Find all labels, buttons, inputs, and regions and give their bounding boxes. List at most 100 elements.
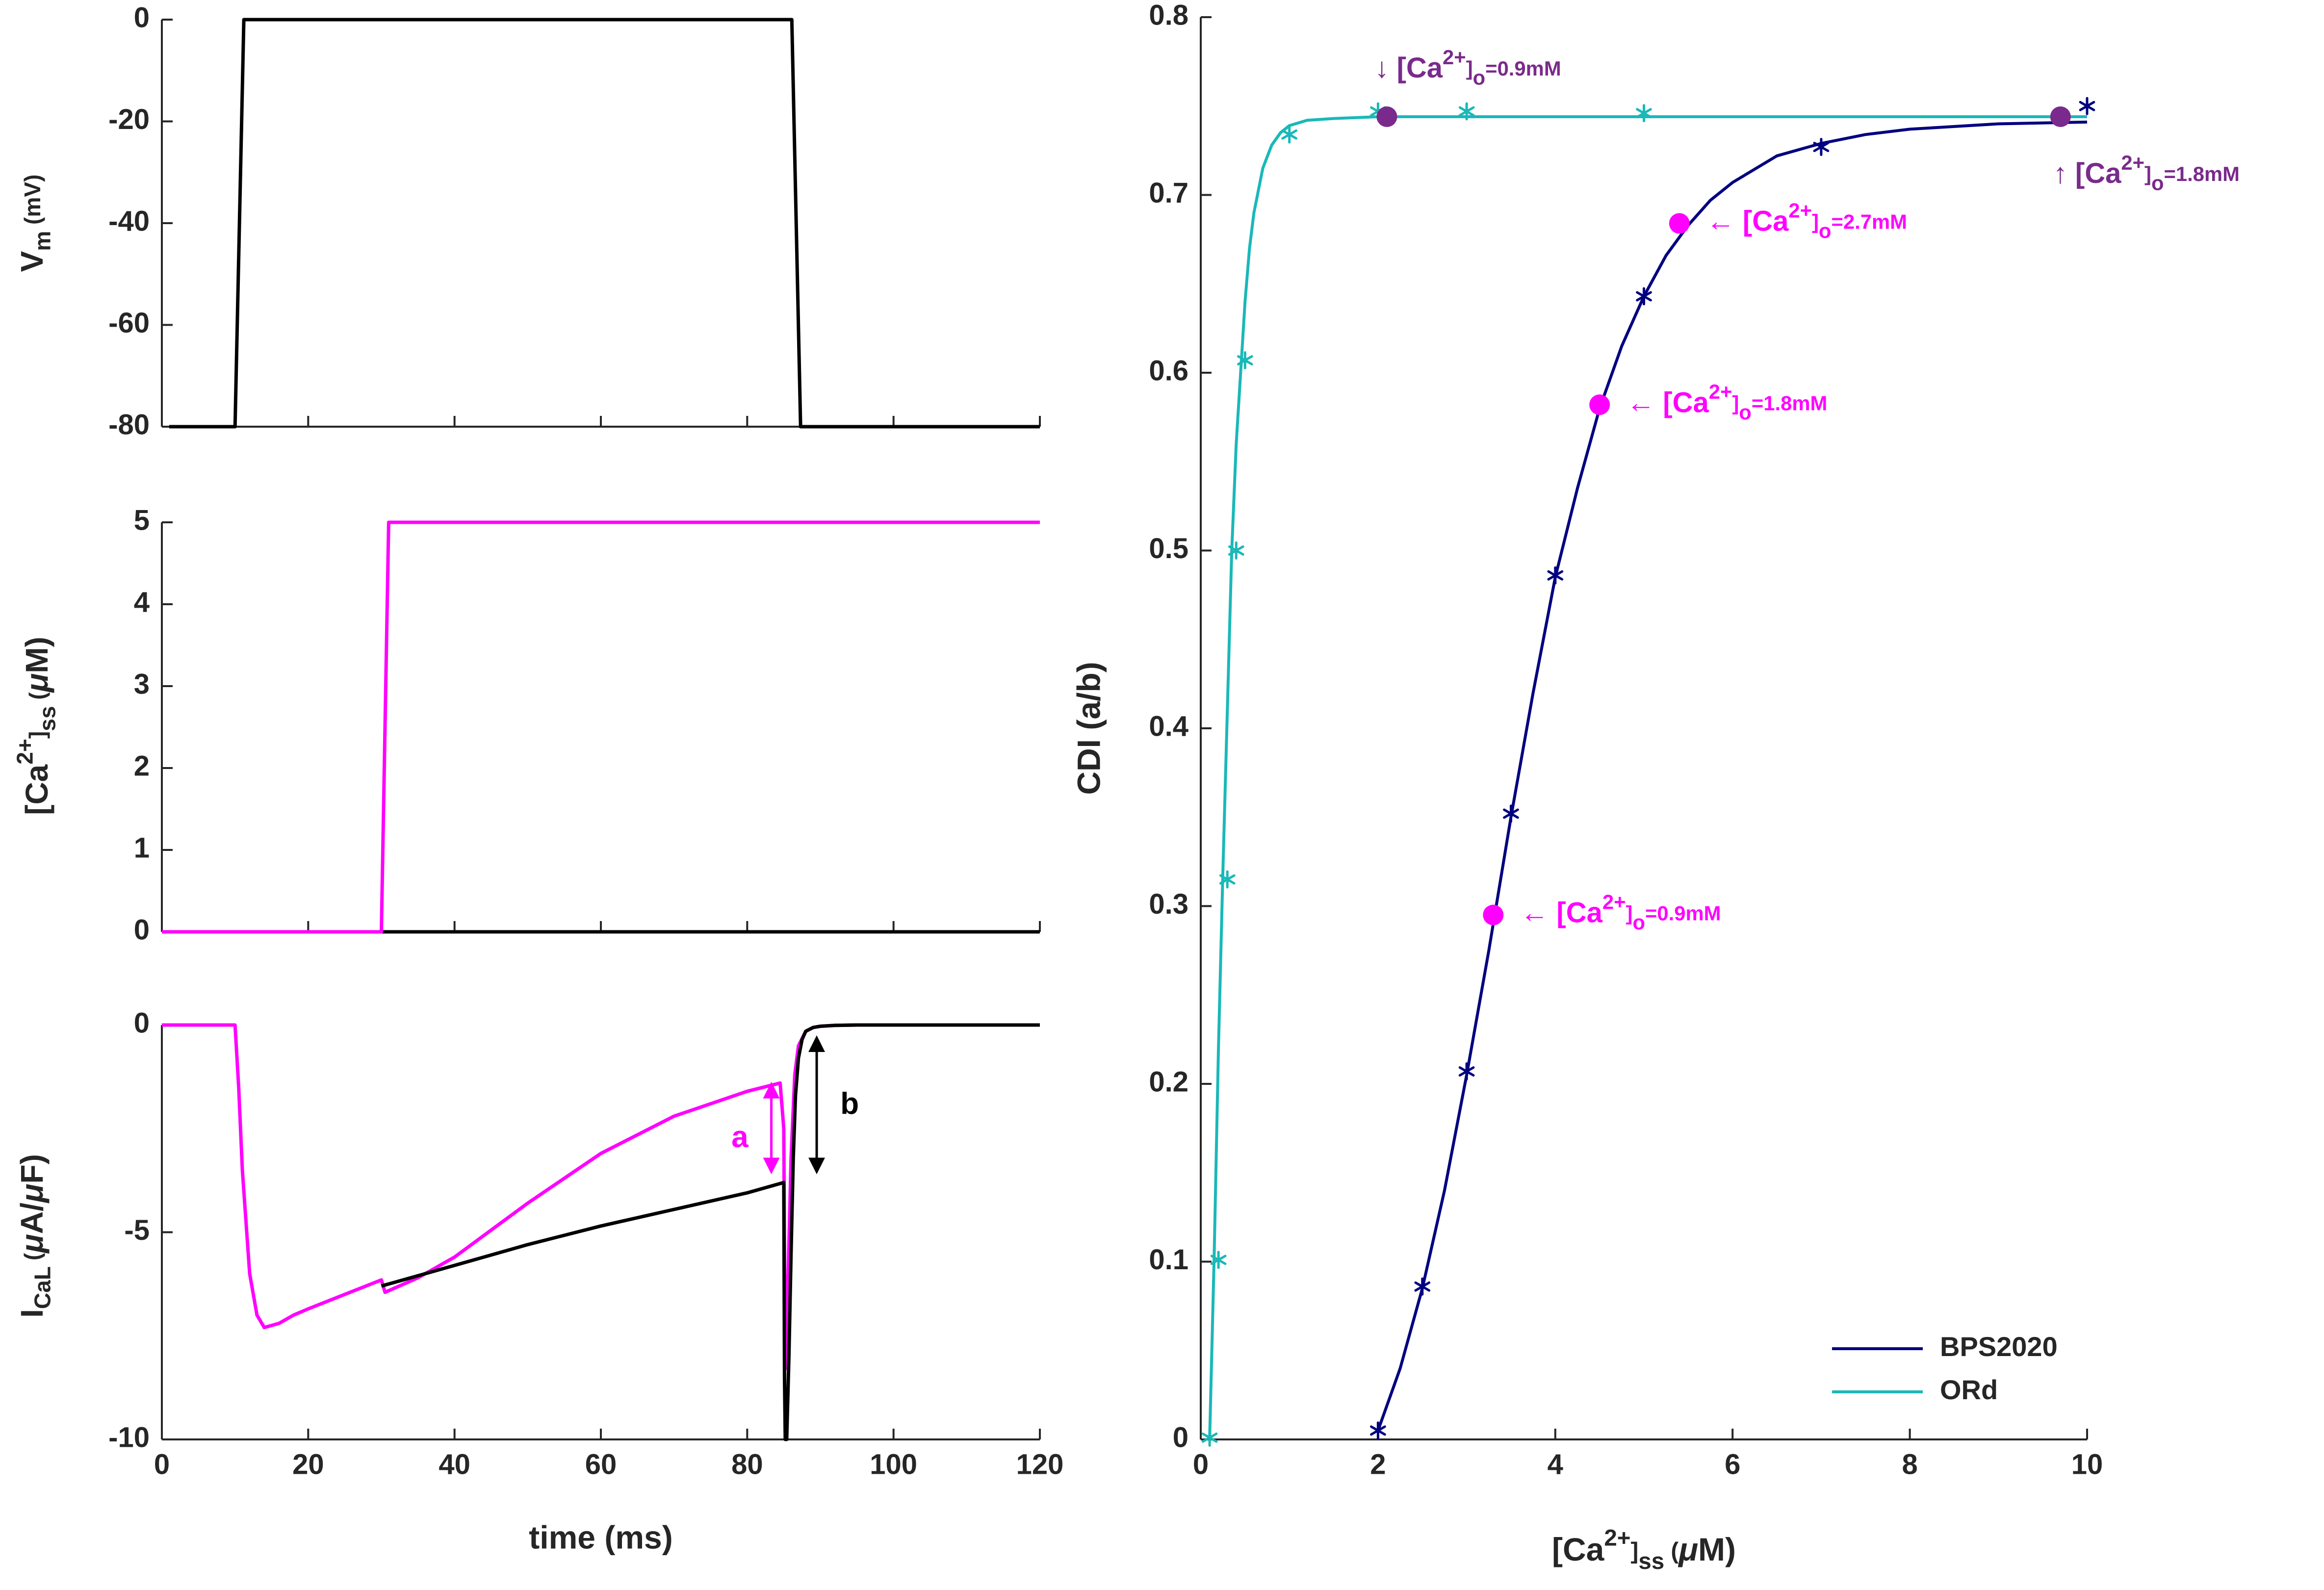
marker-bps2020 [1414, 1277, 1431, 1296]
highlight-point [1669, 213, 1690, 234]
x-tick-label: 8 [1902, 1448, 1917, 1480]
marker-bps2020 [1503, 804, 1519, 823]
y-tick-label: 0 [134, 1007, 150, 1039]
x-tick-label: 80 [731, 1448, 763, 1480]
x-tick-label: 0 [1193, 1448, 1209, 1480]
marker-bps2020 [1370, 1421, 1386, 1440]
ical-trace-black [381, 1023, 1040, 1441]
y-axis-label: ICaL (μA/μF) [14, 1154, 55, 1318]
y-tick-label: 0 [1173, 1421, 1188, 1453]
marker-stroke [1636, 108, 1652, 119]
marker-stroke [1210, 1255, 1227, 1265]
legend-label-bps2020: BPS2020 [1940, 1331, 2058, 1362]
y-tick-label: -80 [108, 409, 150, 440]
highlight-point [1589, 394, 1610, 415]
vm-trace [169, 18, 1040, 429]
x-tick-label: 120 [1016, 1448, 1064, 1480]
axes-vm: 0 -20 -40 -60 -80 Vm (mV) [14, 1, 1041, 440]
marker-ord [1210, 1251, 1227, 1269]
marker-ord [1636, 104, 1652, 123]
marker-bps2020 [2079, 97, 2095, 115]
legend: BPS2020 ORd [1832, 1331, 2058, 1405]
marker-ord [1281, 125, 1298, 144]
ical-trace-magenta [162, 1023, 1040, 1371]
y-tick-label: 0.8 [1149, 0, 1188, 31]
y-tick-label: 0 [134, 914, 150, 946]
highlight-label: ← [Ca2+]o=2.7mM [1706, 199, 1907, 242]
marker-stroke [1636, 291, 1652, 302]
marker-stroke [1201, 1432, 1218, 1443]
axes-cass: 5 4 3 2 1 0 [Ca2+]ss (μM) [12, 504, 1041, 946]
y-tick-label: 0.7 [1149, 177, 1188, 209]
y-tick-label: -10 [108, 1421, 150, 1453]
x-tick-label: 60 [585, 1448, 617, 1480]
y-axis-label: CDI (a/b) [1070, 662, 1107, 795]
x-tick-label: 4 [1548, 1448, 1563, 1480]
y-tick-label: -60 [108, 307, 150, 339]
x-tick-label: 100 [870, 1448, 917, 1480]
y-tick-label: 0.5 [1149, 533, 1188, 564]
y-tick-label: 2 [134, 750, 150, 782]
highlight-label: ↓ [Ca2+]o=0.9mM [1374, 46, 1561, 89]
x-axis-label: [Ca2+]ss (μM) [1552, 1525, 1736, 1574]
marker-bps2020 [1813, 138, 1830, 156]
marker-ord [1201, 1428, 1218, 1447]
annotation-b: b [840, 1087, 859, 1121]
marker-stroke [1813, 142, 1830, 153]
marker-bps2020 [1458, 1062, 1475, 1081]
x-tick-label: 0 [154, 1448, 170, 1480]
marker-bps2020 [1547, 566, 1564, 585]
marker-ord [1219, 870, 1236, 889]
highlight-point [2050, 106, 2071, 127]
cdi-curve-ord [1208, 115, 2087, 1440]
marker-stroke [1370, 1425, 1386, 1436]
marker-stroke [1414, 1281, 1431, 1292]
y-tick-label: -40 [108, 205, 150, 237]
y-tick-label: 4 [134, 586, 150, 618]
marker-stroke [2079, 101, 2095, 111]
x-tick-label: 2 [1370, 1448, 1386, 1480]
x-tick-label: 40 [439, 1448, 470, 1480]
annotation-a: a [731, 1120, 749, 1154]
y-tick-label: 0.6 [1149, 355, 1188, 386]
marker-ord [1228, 541, 1244, 560]
marker-stroke [1219, 874, 1236, 885]
legend-label-ord: ORd [1940, 1374, 1998, 1405]
marker-stroke [1228, 545, 1244, 556]
y-tick-label: -20 [108, 103, 150, 135]
highlight-label: ↑ [Ca2+]o=1.8mM [2053, 151, 2240, 195]
marker-ord [1237, 351, 1253, 370]
axes-cdi: 0 0.1 0.2 0.3 0.4 0.5 0.6 0.7 0.8 0 2 4 6 8 10 ↓ [Ca2+]… [1070, 0, 2240, 1574]
x-tick-label: 20 [292, 1448, 324, 1480]
marker-stroke [1503, 808, 1519, 819]
marker-bps2020 [1636, 287, 1652, 306]
y-axis-label: [Ca2+]ss (μM) [12, 637, 60, 815]
highlight-point [1376, 106, 1397, 127]
y-tick-label: 1 [134, 832, 150, 864]
marker-ord [1458, 102, 1475, 121]
x-axis-label: time (ms) [529, 1519, 672, 1555]
marker-stroke [1458, 1066, 1475, 1077]
y-tick-label: 3 [134, 668, 150, 700]
y-axis-label: Vm (mV) [14, 175, 55, 272]
marker-stroke [1237, 355, 1253, 366]
marker-stroke [1458, 106, 1475, 117]
highlight-label: ← [Ca2+]o=1.8mM [1627, 380, 1827, 424]
highlight-label: ← [Ca2+]o=0.9mM [1520, 890, 1721, 934]
y-tick-label: 0.4 [1149, 710, 1188, 742]
y-tick-label: 0.1 [1149, 1244, 1188, 1276]
y-tick-label: 5 [134, 504, 150, 536]
y-tick-label: 0.3 [1149, 888, 1188, 920]
x-tick-label: 6 [1725, 1448, 1740, 1480]
y-tick-label: -5 [124, 1214, 150, 1246]
marker-stroke [1547, 570, 1564, 581]
cass-trace-magenta [162, 520, 1040, 934]
marker-stroke [1281, 129, 1298, 140]
y-tick-label: 0 [134, 1, 150, 33]
cdi-curve-bps2020 [1376, 120, 2088, 1431]
x-tick-label: 10 [2071, 1448, 2103, 1480]
y-tick-label: 0.2 [1149, 1066, 1188, 1098]
highlight-point [1483, 904, 1504, 925]
